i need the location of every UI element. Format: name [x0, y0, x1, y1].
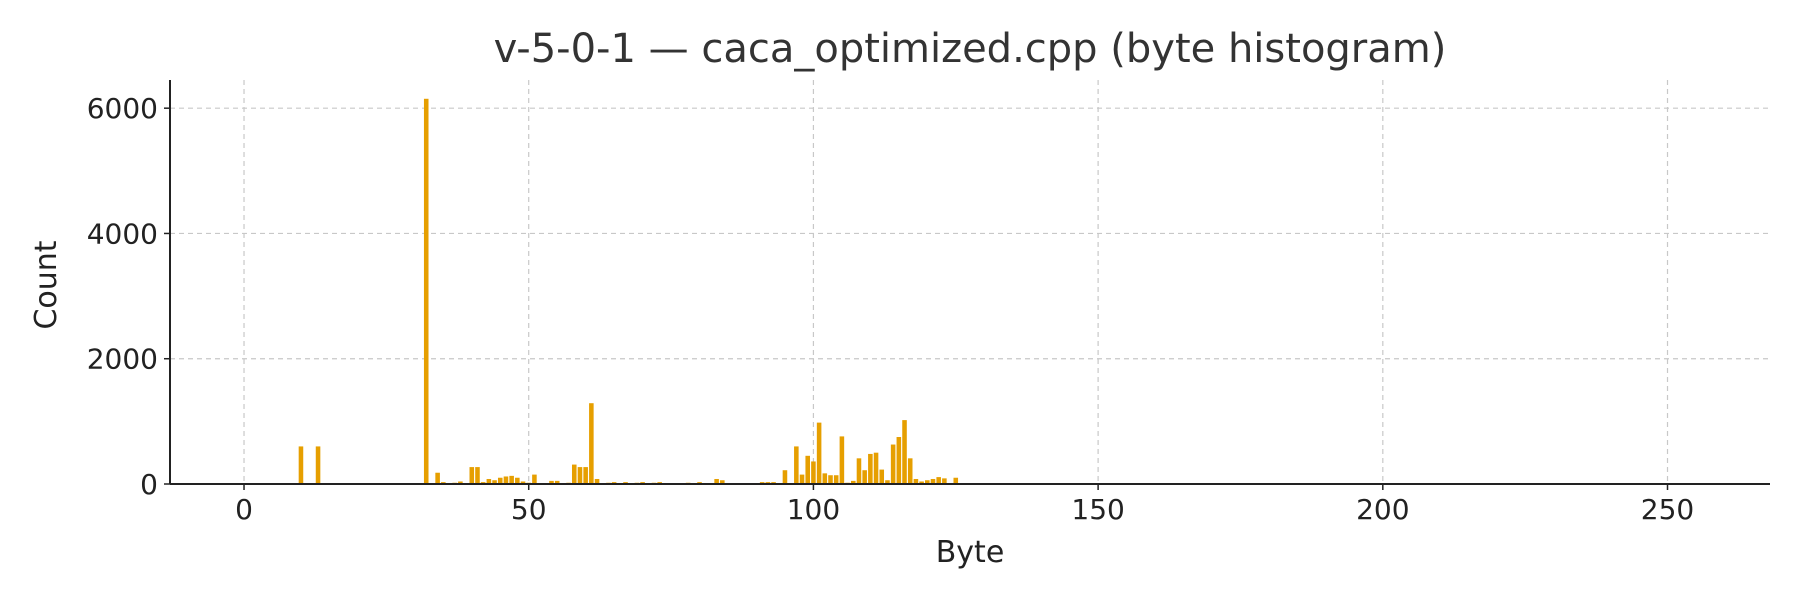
- x-axis-label: Byte: [936, 535, 1005, 570]
- bar-byte-59: [577, 467, 583, 484]
- bar-byte-13: [315, 446, 321, 484]
- bar-byte-100: [811, 461, 816, 484]
- bar-byte-117: [907, 458, 913, 484]
- bar-byte-58: [571, 464, 577, 484]
- bar-byte-119: [919, 481, 924, 484]
- bar-byte-34: [435, 472, 440, 484]
- bar-byte-55: [554, 480, 560, 484]
- bar-byte-10: [298, 446, 304, 484]
- bars: [298, 98, 959, 484]
- bar-byte-62: [594, 478, 600, 484]
- bar-byte-111: [873, 452, 879, 484]
- y-tick-label: 6000: [87, 92, 158, 125]
- bar-byte-54: [549, 480, 554, 484]
- x-tick-label: 100: [787, 493, 840, 526]
- bar-byte-103: [828, 475, 833, 484]
- y-tick-label: 2000: [87, 343, 158, 376]
- bar-byte-101: [816, 422, 822, 484]
- y-tick-label: 0: [140, 468, 158, 501]
- y-axis-label: Count: [29, 240, 64, 329]
- bar-byte-99: [805, 455, 810, 484]
- chart-title: v-5-0-1 — caca_optimized.cpp (byte histo…: [494, 26, 1447, 72]
- bar-byte-47: [509, 475, 514, 484]
- grid: [170, 80, 1770, 484]
- bar-byte-61: [589, 403, 594, 484]
- bar-byte-107: [851, 480, 856, 484]
- bar-byte-43: [486, 478, 492, 484]
- x-tick-label: 150: [1071, 493, 1124, 526]
- bar-byte-108: [856, 458, 862, 484]
- bar-byte-51: [532, 474, 537, 484]
- bar-byte-104: [833, 475, 839, 484]
- y-tick-label: 4000: [87, 217, 158, 250]
- bar-byte-120: [925, 480, 930, 484]
- ticks: 0 50 100 150 200 250 0 2000 4000 6000: [87, 92, 1695, 526]
- bar-byte-112: [879, 469, 885, 484]
- x-tick-label: 250: [1641, 493, 1694, 526]
- x-tick-label: 0: [235, 493, 253, 526]
- bar-byte-125: [953, 477, 959, 484]
- bar-byte-84: [720, 480, 725, 484]
- bar-byte-123: [942, 478, 947, 484]
- bar-byte-118: [913, 478, 919, 484]
- axes: [169, 80, 1770, 485]
- x-tick-label: 50: [511, 493, 547, 526]
- bar-byte-122: [936, 477, 941, 484]
- x-tick-label: 200: [1356, 493, 1409, 526]
- bar-byte-60: [583, 467, 588, 484]
- bar-byte-32: [423, 98, 429, 484]
- bar-byte-114: [890, 444, 896, 484]
- bar-byte-49: [520, 481, 526, 484]
- bar-byte-116: [902, 420, 907, 484]
- bar-byte-97: [794, 446, 799, 484]
- bar-byte-109: [862, 470, 867, 484]
- bar-byte-105: [839, 436, 845, 484]
- bar-byte-83: [714, 478, 719, 484]
- bar-byte-121: [930, 478, 936, 484]
- bar-byte-41: [475, 467, 480, 484]
- bar-byte-46: [503, 476, 509, 484]
- bar-byte-95: [782, 470, 788, 484]
- bar-byte-110: [868, 453, 873, 484]
- bar-byte-48: [515, 477, 520, 484]
- bar-byte-113: [885, 480, 890, 484]
- bar-byte-115: [896, 437, 902, 484]
- bar-byte-38: [458, 481, 463, 484]
- bar-byte-98: [799, 474, 805, 484]
- bar-byte-102: [822, 473, 828, 484]
- bar-byte-44: [492, 480, 497, 484]
- bar-byte-45: [497, 477, 503, 484]
- bar-byte-40: [469, 467, 475, 484]
